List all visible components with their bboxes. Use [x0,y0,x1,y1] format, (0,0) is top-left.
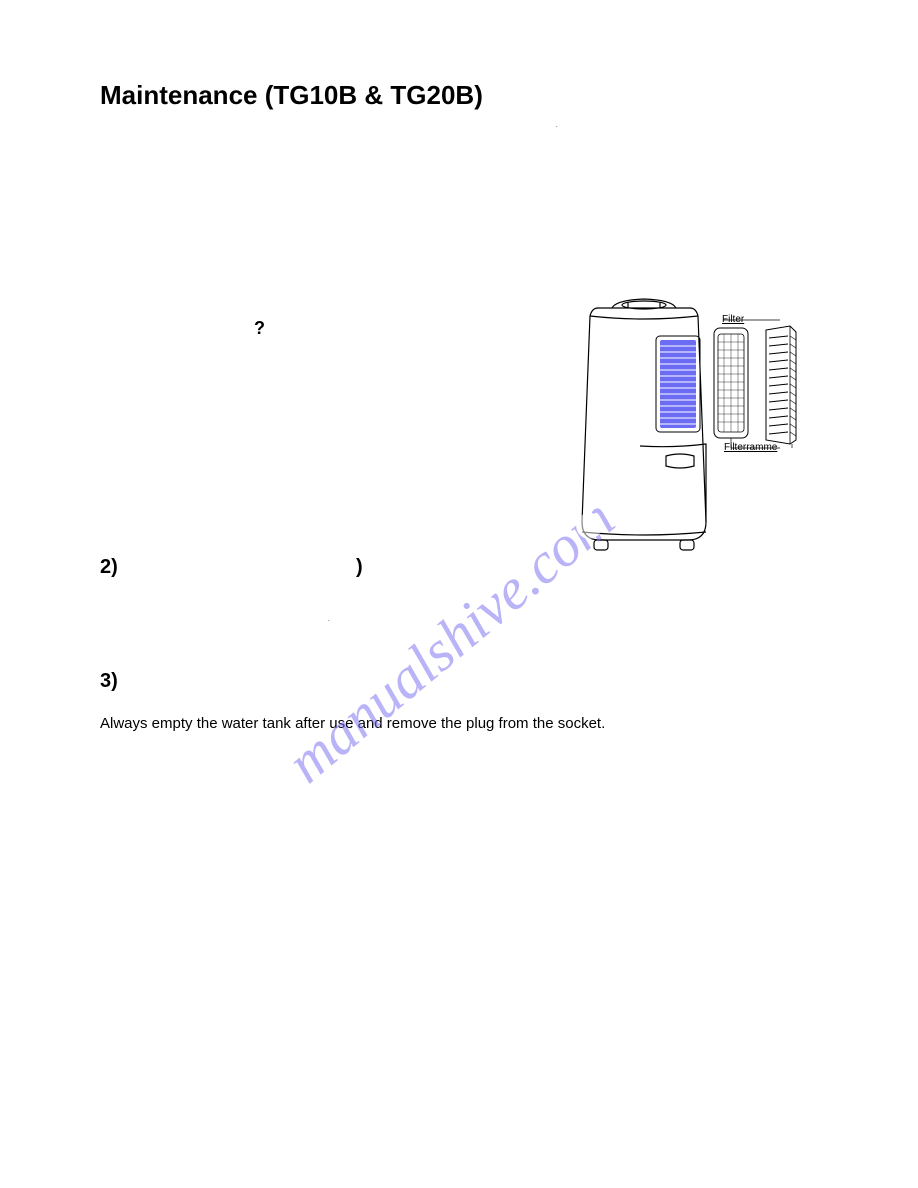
dehumidifier-diagram [560,292,820,572]
filterramme-label: Filterramme [724,442,777,453]
body-text: Always empty the water tank after use an… [100,715,605,732]
section-2-row: 2) ) [100,556,118,579]
question-mark: ? [254,318,265,339]
stray-dot-2: . [328,617,330,623]
section-2-number: 2) [100,556,118,578]
section-3-number: 3) [100,670,118,693]
page-title: Maintenance (TG10B & TG20B) [100,80,818,111]
section-2-paren: ) [356,556,363,579]
filter-label: Filter [722,314,744,325]
manual-page: Maintenance (TG10B & TG20B) . ? 2) ) . 3… [0,0,918,111]
stray-dot: . [556,123,558,129]
